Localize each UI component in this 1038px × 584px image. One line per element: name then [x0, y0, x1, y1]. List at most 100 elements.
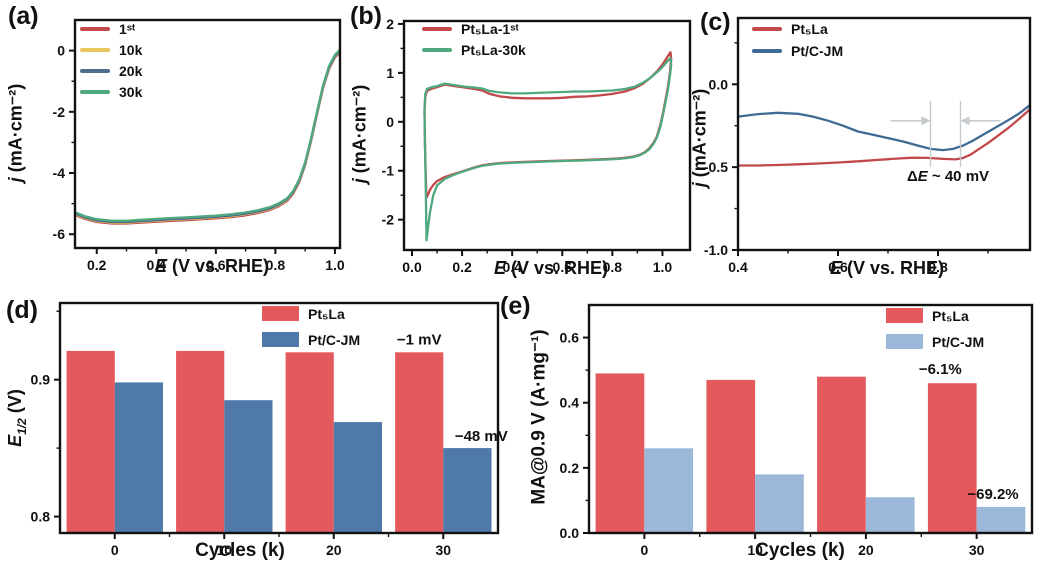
yaxis-symbol: j	[689, 182, 710, 188]
xaxis-text: (V vs. RHE)	[505, 258, 609, 278]
svg-text:20: 20	[858, 542, 874, 558]
panel-c-xaxis-label: E (V vs. RHE)	[830, 258, 944, 279]
panel-e-yaxis-label: MA@0.9 V (A·mg⁻¹)	[528, 329, 551, 504]
svg-text:0.6: 0.6	[206, 257, 226, 273]
bar-Pt₅La-0	[595, 373, 645, 533]
delta-e-label: ΔE ~ 40 mV	[907, 168, 989, 185]
panel-d-chart: −1 mV −48 mV 0 10 20 30 0.8 0.9	[31, 301, 508, 558]
legend-item: Pt₅La	[752, 22, 843, 36]
legend-label: Pt₅La-30k	[461, 42, 526, 58]
legend-swatch	[886, 308, 923, 323]
tick-labels: 0 10 20 30 0.0 0.2 0.4 0.6	[560, 330, 985, 558]
svg-text:0.8: 0.8	[928, 259, 948, 275]
svg-text:0.9: 0.9	[31, 372, 51, 388]
svg-text:0.6: 0.6	[828, 259, 848, 275]
panel-b-label: (b)	[350, 2, 382, 30]
svg-text:0.2: 0.2	[560, 460, 580, 476]
yaxis-symbol: E	[5, 434, 25, 447]
svg-text:0.4: 0.4	[560, 395, 580, 411]
yaxis-text: (mA·cm⁻²)	[5, 83, 26, 178]
svg-text:30: 30	[969, 542, 985, 558]
panel-c-yaxis-label: j (mA·cm⁻²)	[690, 89, 711, 188]
panel-b: 0.0 0.2 0.4 0.6 0.8 1.0 2 1 0 -1 -2 (b) E (V vs. R…	[346, 0, 692, 290]
svg-text:-1: -1	[382, 163, 395, 179]
svg-text:0.6: 0.6	[553, 259, 573, 275]
bar-Pt/C-JM-10	[755, 474, 804, 533]
panel-a: 0.2 0.4 0.6 0.8 1.0 0 -2 -4 -6 (a) E (V vs. RHE)…	[0, 0, 346, 290]
svg-text:30: 30	[435, 542, 451, 558]
legend-label: Pt₅La	[932, 307, 969, 324]
tick-labels: 0.4 0.6 0.8 0.0 -0.5 -1.0	[704, 76, 948, 275]
legend-label: Pt₅La-1ˢᵗ	[461, 21, 519, 37]
bar-Pt/C-JM-30	[443, 448, 492, 533]
legend-swatch	[422, 48, 452, 52]
yaxis-text: MA@0.9 V (A·mg⁻¹)	[528, 329, 550, 505]
plot-frame	[402, 19, 692, 252]
legend-item: Pt/C-JM	[752, 44, 843, 58]
panel-c-label: (c)	[700, 8, 731, 36]
bar-Pt/C-JM-30	[976, 506, 1026, 533]
xaxis-text: Cycles (k)	[195, 540, 285, 561]
bar-Pt₅La-10	[176, 350, 225, 533]
bar-Pt₅La-30	[395, 352, 444, 533]
curve-Pt/C-JM	[738, 103, 1030, 152]
legend-item: Pt₅La	[886, 308, 984, 323]
ticks	[69, 49, 336, 254]
legend-label: Pt/C-JM	[932, 333, 985, 350]
panel-a-legend: 1ˢᵗ 10k 20k 30k	[80, 22, 142, 99]
svg-text:20: 20	[326, 542, 342, 558]
ticks	[583, 336, 978, 539]
panel-e-label: (e)	[500, 292, 531, 320]
panel-e-legend: Pt₅La Pt/C-JM	[886, 308, 984, 349]
svg-text:0: 0	[386, 114, 394, 130]
yaxis-symbol: j	[349, 178, 370, 184]
legend-label: 10k	[119, 42, 143, 58]
yaxis-text: (mA·cm⁻²)	[349, 84, 370, 179]
legend-item: Pt₅La	[262, 306, 360, 321]
legend-label: 1ˢᵗ	[119, 21, 136, 37]
svg-text:0.6: 0.6	[560, 330, 580, 346]
panel-e: −6.1% −69.2% 0 10 20 30 0.0 0.2 0.4 0.6 (e) Cycle…	[495, 290, 1038, 584]
legend-swatch	[422, 27, 452, 31]
xaxis-symbol: E	[829, 258, 842, 278]
panel-b-chart: 0.0 0.2 0.4 0.6 0.8 1.0 2 1 0 -1 -2	[382, 16, 692, 275]
svg-text:0.0: 0.0	[560, 525, 580, 541]
tick-labels: 0.0 0.2 0.4 0.6 0.8 1.0 2 1 0 -1 -2	[382, 16, 673, 275]
bar-Pt/C-JM-20	[865, 497, 915, 533]
legend-label: 30k	[119, 84, 143, 100]
svg-text:1: 1	[386, 65, 394, 81]
panel-a-xaxis-label: E (V vs. RHE)	[155, 256, 269, 277]
bar-Pt₅La-0	[66, 350, 115, 533]
bar-Pt₅La-10	[706, 379, 756, 533]
svg-text:0.8: 0.8	[266, 257, 286, 273]
legend-label: Pt/C-JM	[308, 331, 361, 348]
yaxis-text: (mA·cm⁻²)	[689, 88, 710, 183]
tick-labels: 0.2 0.4 0.6 0.8 1.0 0 -2 -4 -6	[53, 43, 345, 273]
svg-text:-0.5: -0.5	[704, 159, 728, 175]
legend-swatch	[80, 69, 110, 73]
bar-Pt/C-JM-10	[224, 400, 273, 533]
svg-text:0: 0	[640, 542, 648, 558]
svg-text:0.0: 0.0	[709, 76, 729, 92]
delta-e-marker	[890, 100, 1001, 168]
panel-d-xaxis-label: Cycles (k)	[195, 540, 285, 562]
xaxis-symbol: E	[154, 256, 167, 276]
legend-label: Pt/C-JM	[791, 43, 844, 59]
svg-text:1.0: 1.0	[325, 257, 345, 273]
ticks	[732, 42, 989, 256]
svg-text:0: 0	[111, 542, 119, 558]
bar-Pt₅La-30	[927, 383, 977, 533]
panel-c-legend: Pt₅La Pt/C-JM	[752, 22, 843, 58]
panel-c: ΔE ~ 40 mV 0.4 0.6 0.8 0.0 -0.5 -1.0 (c) E (V …	[690, 0, 1038, 290]
svg-text:-4: -4	[53, 165, 66, 181]
svg-text:0.4: 0.4	[728, 259, 748, 275]
panel-a-label: (a)	[8, 2, 39, 30]
plot-frame	[73, 18, 342, 250]
xaxis-symbol: E	[493, 258, 506, 278]
svg-text:10: 10	[747, 542, 763, 558]
svg-text:0.4: 0.4	[147, 257, 167, 273]
annotation: −6.1%	[919, 361, 962, 378]
bar-Pt/C-JM-0	[644, 448, 694, 533]
svg-text:0.4: 0.4	[502, 259, 522, 275]
